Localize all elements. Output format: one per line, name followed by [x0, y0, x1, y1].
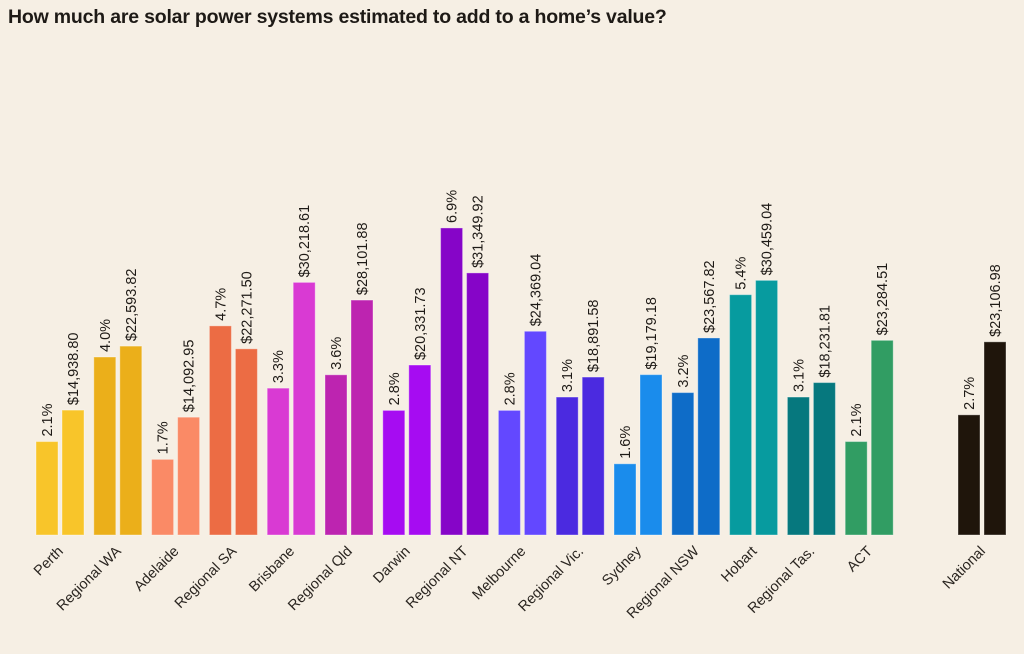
- bar-melbourne-dollar: [523, 330, 547, 536]
- category-label-darwin: Darwin: [370, 544, 413, 587]
- data-label-adelaide-percent: 1.7%: [156, 421, 172, 454]
- data-label-regional-wa-dollar: $22,593.82: [124, 269, 140, 342]
- data-label-regional-vic-percent: 3.1%: [560, 359, 576, 392]
- category-label-regional-sa: Regional SA: [172, 543, 241, 612]
- bar-hobart-percent: [729, 294, 753, 536]
- data-label-sydney-dollar: $19,179.18: [644, 297, 660, 370]
- data-label-regional-qld-dollar: $28,101.88: [355, 222, 371, 295]
- bar-regional-wa-dollar: [119, 345, 143, 536]
- bar-regional-qld-percent: [324, 374, 348, 536]
- bar-regional-vic-percent: [555, 396, 579, 536]
- bar-adelaide-dollar: [177, 416, 201, 536]
- chart-title: How much are solar power systems estimat…: [8, 6, 667, 28]
- bar-regional-wa-percent: [93, 356, 117, 536]
- data-label-darwin-dollar: $20,331.73: [413, 287, 429, 360]
- bar-brisbane-percent: [266, 387, 290, 536]
- data-label-brisbane-percent: 3.3%: [271, 350, 287, 383]
- bar-regional-sa-dollar: [234, 348, 258, 536]
- data-label-brisbane-dollar: $30,218.61: [297, 205, 313, 278]
- data-label-act-dollar: $23,284.51: [875, 263, 891, 336]
- data-label-melbourne-percent: 2.8%: [502, 372, 518, 405]
- data-label-darwin-percent: 2.8%: [387, 372, 403, 405]
- data-label-sydney-percent: 1.6%: [618, 426, 634, 459]
- bars-layer: [35, 227, 1007, 536]
- bar-sydney-percent: [613, 463, 637, 536]
- data-label-regional-nt-percent: 6.9%: [445, 190, 461, 223]
- data-label-regional-sa-dollar: $22,271.50: [239, 271, 255, 344]
- category-label-melbourne: Melbourne: [469, 544, 529, 604]
- bar-regional-nsw-dollar: [697, 337, 721, 536]
- bar-act-percent: [844, 441, 868, 536]
- data-label-regional-nsw-dollar: $23,567.82: [702, 260, 718, 333]
- data-label-regional-wa-percent: 4.0%: [98, 319, 114, 352]
- data-label-national-dollar: $23,106.98: [988, 264, 1004, 337]
- data-label-act-percent: 2.1%: [849, 403, 865, 436]
- data-label-melbourne-dollar: $24,369.04: [528, 254, 544, 327]
- bar-regional-tas-percent: [786, 396, 810, 536]
- bar-adelaide-percent: [151, 458, 175, 536]
- bar-darwin-percent: [382, 409, 406, 536]
- bar-regional-nt-dollar: [466, 272, 490, 536]
- bar-regional-nsw-percent: [671, 392, 695, 536]
- value-labels-layer: 2.1% $14,938.80 4.0% $22,593.82 1.7% $14,092.…: [40, 190, 1004, 459]
- category-label-hobart: Hobart: [718, 544, 760, 586]
- bar-national-dollar: [983, 341, 1007, 536]
- bar-hobart-dollar: [755, 279, 779, 536]
- data-label-national-percent: 2.7%: [962, 377, 978, 410]
- data-label-regional-sa-percent: 4.7%: [213, 288, 229, 321]
- bar-regional-vic-dollar: [581, 376, 605, 536]
- category-label-regional-nt: Regional NT: [403, 543, 471, 611]
- data-label-regional-nsw-percent: 3.2%: [676, 354, 692, 387]
- data-label-perth-dollar: $14,938.80: [66, 333, 82, 406]
- category-label-brisbane: Brisbane: [246, 544, 298, 596]
- bar-regional-nt-percent: [440, 227, 464, 536]
- bar-regional-qld-dollar: [350, 299, 374, 536]
- data-label-regional-tas-dollar: $18,231.81: [817, 305, 833, 378]
- bar-perth-dollar: [61, 409, 85, 536]
- bar-sydney-dollar: [639, 374, 663, 536]
- data-label-hobart-dollar: $30,459.04: [760, 203, 776, 276]
- data-label-regional-tas-percent: 3.1%: [791, 359, 807, 392]
- bar-national-percent: [957, 414, 981, 536]
- category-label-national: National: [940, 544, 989, 593]
- bar-regional-tas-dollar: [812, 382, 836, 536]
- category-label-adelaide: Adelaide: [131, 544, 182, 595]
- bar-melbourne-percent: [497, 409, 521, 536]
- data-label-hobart-percent: 5.4%: [734, 257, 750, 290]
- category-label-act: ACT: [844, 543, 876, 575]
- data-label-regional-vic-dollar: $18,891.58: [586, 299, 602, 372]
- category-label-sydney: Sydney: [599, 543, 645, 589]
- data-label-regional-nt-dollar: $31,349.92: [471, 195, 487, 268]
- category-label-perth: Perth: [31, 544, 67, 580]
- data-label-adelaide-dollar: $14,092.95: [182, 340, 198, 413]
- bar-perth-percent: [35, 441, 59, 536]
- bar-regional-sa-percent: [208, 325, 232, 536]
- data-label-regional-qld-percent: 3.6%: [329, 337, 345, 370]
- bar-act-dollar: [870, 339, 894, 536]
- data-label-perth-percent: 2.1%: [40, 403, 56, 436]
- bar-darwin-dollar: [408, 364, 432, 536]
- bar-brisbane-dollar: [292, 281, 316, 536]
